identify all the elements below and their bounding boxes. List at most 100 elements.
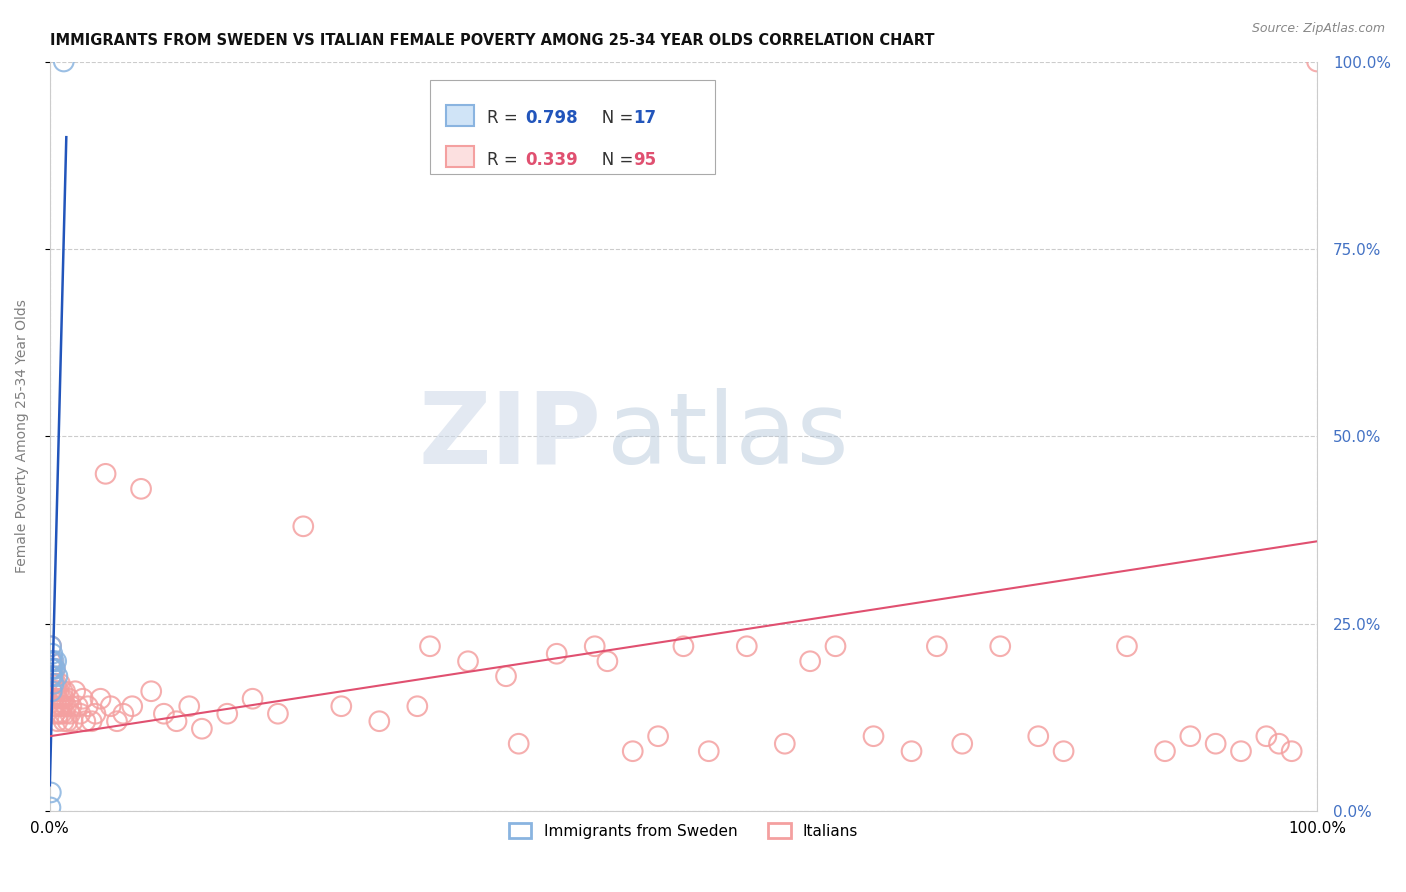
Point xyxy=(52,691,75,706)
Point xyxy=(419,639,441,653)
Point xyxy=(105,714,128,729)
Text: 0.339: 0.339 xyxy=(524,151,578,169)
Text: N =: N = xyxy=(586,151,638,169)
Legend: Immigrants from Sweden, Italians: Immigrants from Sweden, Italians xyxy=(502,816,865,845)
Point xyxy=(58,691,80,706)
Point xyxy=(41,684,63,698)
Point xyxy=(44,662,66,676)
Point xyxy=(166,714,188,729)
Point xyxy=(46,714,69,729)
Point xyxy=(63,684,86,698)
Point xyxy=(950,737,973,751)
Point xyxy=(45,654,67,668)
Y-axis label: Female Poverty Among 25-34 Year Olds: Female Poverty Among 25-34 Year Olds xyxy=(15,300,30,574)
Point xyxy=(41,662,63,676)
Point xyxy=(191,722,214,736)
Point xyxy=(330,699,353,714)
Point xyxy=(862,729,884,743)
Text: R =: R = xyxy=(486,110,523,128)
Point xyxy=(46,669,69,683)
Bar xyxy=(447,104,474,126)
Point xyxy=(1281,744,1303,758)
Point xyxy=(46,691,69,706)
Point xyxy=(495,669,517,683)
Point xyxy=(621,744,644,758)
Point xyxy=(267,706,290,721)
Point xyxy=(56,714,79,729)
Point xyxy=(647,729,669,743)
Point xyxy=(49,677,72,691)
Point xyxy=(42,654,65,668)
Point xyxy=(39,691,62,706)
Text: Source: ZipAtlas.com: Source: ZipAtlas.com xyxy=(1251,22,1385,36)
Point xyxy=(242,691,264,706)
Point xyxy=(44,684,66,698)
Point xyxy=(72,691,94,706)
Point xyxy=(1268,737,1291,751)
Point xyxy=(100,699,122,714)
Point xyxy=(39,639,62,653)
Point xyxy=(735,639,758,653)
Point xyxy=(45,677,67,691)
Point xyxy=(51,691,73,706)
Point xyxy=(45,684,67,698)
Point xyxy=(62,714,84,729)
Point xyxy=(75,714,97,729)
Point xyxy=(583,639,606,653)
Point xyxy=(51,706,73,721)
Point xyxy=(672,639,695,653)
Point xyxy=(39,669,62,683)
Text: N =: N = xyxy=(586,110,638,128)
Point xyxy=(217,706,239,721)
Text: atlas: atlas xyxy=(607,388,849,485)
Point xyxy=(48,706,70,721)
Point xyxy=(42,691,65,706)
Point xyxy=(49,699,72,714)
Point xyxy=(368,714,391,729)
Point xyxy=(508,737,530,751)
Point xyxy=(292,519,315,533)
Point xyxy=(42,669,65,683)
Point xyxy=(51,684,73,698)
Point xyxy=(60,699,83,714)
Point xyxy=(41,654,63,668)
Point xyxy=(39,654,62,668)
Point xyxy=(1256,729,1278,743)
Point xyxy=(1205,737,1227,751)
Text: 0.798: 0.798 xyxy=(524,110,578,128)
Point xyxy=(44,706,66,721)
Point xyxy=(799,654,821,668)
Point xyxy=(41,654,63,668)
Point xyxy=(41,684,63,698)
Point xyxy=(112,706,135,721)
Point xyxy=(121,699,143,714)
Point xyxy=(55,699,77,714)
Point xyxy=(66,699,89,714)
Point xyxy=(773,737,796,751)
Point xyxy=(52,714,75,729)
Point xyxy=(153,706,176,721)
Point xyxy=(39,785,62,799)
Point xyxy=(59,706,82,721)
Point xyxy=(51,699,73,714)
Point xyxy=(1230,744,1253,758)
Bar xyxy=(447,146,474,168)
Point xyxy=(141,684,163,698)
Point xyxy=(53,684,76,698)
Point xyxy=(39,800,62,814)
Point xyxy=(988,639,1011,653)
Point xyxy=(84,706,107,721)
Point xyxy=(1052,744,1074,758)
FancyBboxPatch shape xyxy=(430,80,716,174)
Point xyxy=(44,662,66,676)
Point xyxy=(48,684,70,698)
Point xyxy=(1306,54,1329,69)
Point xyxy=(89,691,111,706)
Point xyxy=(1154,744,1177,758)
Point xyxy=(457,654,479,668)
Point xyxy=(80,714,103,729)
Text: ZIP: ZIP xyxy=(418,388,600,485)
Point xyxy=(1026,729,1049,743)
Point xyxy=(52,54,75,69)
Point xyxy=(1116,639,1139,653)
